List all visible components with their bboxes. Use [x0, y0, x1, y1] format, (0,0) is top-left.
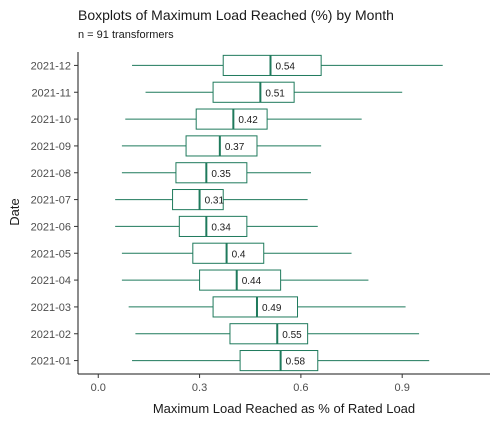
box-iqr	[229, 323, 309, 345]
x-tick-label: 0.9	[395, 382, 410, 394]
y-axis-title: Date	[7, 198, 22, 225]
box-iqr	[239, 350, 319, 372]
y-tick-label: 2021-07	[31, 195, 71, 207]
x-tick-label: 0.6	[293, 382, 308, 394]
median-label: 0.58	[286, 357, 306, 368]
median-label: 0.37	[225, 142, 245, 153]
boxplot-2021-06: 0.34	[115, 215, 318, 237]
y-tick-label: 2021-09	[31, 141, 71, 153]
y-tick-label: 2021-12	[31, 60, 71, 72]
y-tick-label: 2021-11	[31, 87, 71, 99]
x-tick-label: 0.3	[192, 382, 207, 394]
boxplot-2021-01: 0.58	[132, 350, 430, 372]
box-iqr	[212, 81, 295, 103]
x-ticks-layer: 0.0 0.3 0.6 0.9	[91, 374, 410, 394]
median-label: 0.49	[262, 303, 282, 314]
chart-title: Boxplots of Maximum Load Reached (%) by …	[78, 7, 394, 23]
boxplot-2021-10: 0.42	[125, 108, 362, 130]
box-iqr	[199, 269, 282, 291]
box-iqr	[185, 135, 258, 157]
median-label: 0.44	[242, 276, 262, 287]
boxplot-2021-05: 0.4	[121, 242, 352, 264]
x-axis-title: Maximum Load Reached as % of Rated Load	[153, 401, 415, 416]
boxplot-2021-09: 0.37	[121, 135, 322, 157]
boxplot-2021-03: 0.49	[128, 296, 406, 318]
boxes-layer: 0.58 0.55 0.49 0.44 0.4 0.34 0.31 0.35 0.37 0.42 0…	[115, 54, 443, 372]
box-iqr	[192, 242, 265, 264]
median-label: 0.4	[232, 249, 246, 260]
boxplot-2021-02: 0.55	[135, 323, 420, 345]
box-iqr	[178, 215, 248, 237]
box-iqr	[175, 162, 248, 184]
box-iqr	[222, 54, 322, 76]
x-tick-label: 0.0	[91, 382, 106, 394]
y-ticks-layer: 2021-01 2021-02 2021-03 2021-04 2021-05 2021-…	[31, 60, 78, 368]
box-iqr	[212, 296, 299, 318]
median-label: 0.35	[211, 169, 231, 180]
boxplot-2021-08: 0.35	[121, 162, 312, 184]
y-tick-label: 2021-03	[31, 302, 71, 314]
median-label: 0.51	[265, 88, 285, 99]
median-label: 0.34	[211, 222, 231, 233]
boxplot-2021-12: 0.54	[132, 54, 443, 76]
y-tick-label: 2021-05	[31, 248, 71, 260]
y-tick-label: 2021-10	[31, 114, 71, 126]
y-tick-label: 2021-04	[31, 275, 71, 287]
median-label: 0.55	[282, 330, 302, 341]
boxplot-2021-04: 0.44	[121, 269, 369, 291]
median-label: 0.54	[275, 61, 295, 72]
y-tick-label: 2021-02	[31, 329, 71, 341]
box-iqr	[172, 189, 224, 211]
median-label: 0.42	[238, 115, 258, 126]
boxplot-2021-07: 0.31	[115, 189, 308, 211]
chart-subtitle: n = 91 transformers	[78, 29, 174, 41]
y-tick-label: 2021-08	[31, 168, 71, 180]
y-tick-label: 2021-01	[31, 356, 71, 368]
boxplot-2021-11: 0.51	[145, 81, 403, 103]
box-iqr	[195, 108, 268, 130]
median-label: 0.31	[205, 196, 225, 207]
y-tick-label: 2021-06	[31, 221, 71, 233]
